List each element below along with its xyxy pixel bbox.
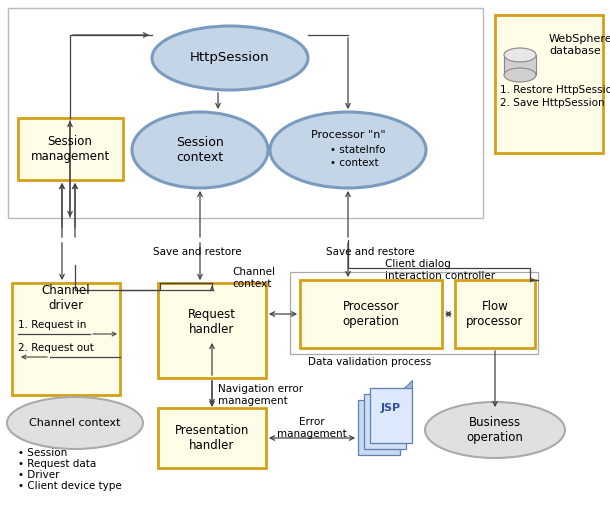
Text: Save and restore: Save and restore <box>326 247 414 257</box>
Text: Client dialog
interaction controller: Client dialog interaction controller <box>385 259 495 281</box>
Text: • context: • context <box>330 158 379 168</box>
FancyBboxPatch shape <box>370 388 412 443</box>
Text: Session
context: Session context <box>176 136 224 164</box>
FancyBboxPatch shape <box>8 8 483 218</box>
FancyBboxPatch shape <box>290 272 538 354</box>
Ellipse shape <box>7 397 143 449</box>
Text: • Session: • Session <box>18 448 67 458</box>
Text: Request
handler: Request handler <box>188 308 236 336</box>
Text: JSP: JSP <box>381 403 401 413</box>
Polygon shape <box>392 392 400 400</box>
Text: WebSphere
database: WebSphere database <box>549 34 610 56</box>
Text: Error
management: Error management <box>277 417 347 439</box>
FancyBboxPatch shape <box>158 283 266 378</box>
Polygon shape <box>398 386 406 394</box>
Text: Presentation
handler: Presentation handler <box>175 424 249 452</box>
FancyBboxPatch shape <box>358 400 400 455</box>
Text: • stateInfo: • stateInfo <box>330 145 386 155</box>
Text: Processor
operation: Processor operation <box>343 300 400 328</box>
Text: Processor "n": Processor "n" <box>310 130 386 140</box>
FancyBboxPatch shape <box>158 408 266 468</box>
Text: Session
management: Session management <box>30 135 110 163</box>
Text: • Request data: • Request data <box>18 459 96 469</box>
Text: 2. Save HttpSession: 2. Save HttpSession <box>500 98 605 108</box>
FancyBboxPatch shape <box>300 280 442 348</box>
Text: Save and restore: Save and restore <box>152 247 242 257</box>
FancyBboxPatch shape <box>12 283 120 395</box>
Ellipse shape <box>504 68 536 82</box>
Text: • Driver: • Driver <box>18 470 60 480</box>
Text: Channel
driver: Channel driver <box>41 284 90 312</box>
FancyBboxPatch shape <box>504 55 536 75</box>
Text: 1. Request in: 1. Request in <box>18 320 87 330</box>
Text: Navigation error
management: Navigation error management <box>218 384 303 406</box>
Text: HttpSession: HttpSession <box>190 52 270 64</box>
Ellipse shape <box>504 48 536 62</box>
FancyBboxPatch shape <box>18 118 123 180</box>
Polygon shape <box>404 380 412 388</box>
Ellipse shape <box>425 402 565 458</box>
Text: 2. Request out: 2. Request out <box>18 343 94 353</box>
Text: Channel context: Channel context <box>29 418 121 428</box>
FancyBboxPatch shape <box>495 15 603 153</box>
Text: Data validation process: Data validation process <box>309 357 432 367</box>
Text: Flow
processor: Flow processor <box>466 300 524 328</box>
Text: Channel
context: Channel context <box>232 267 275 289</box>
Ellipse shape <box>132 112 268 188</box>
Text: 1. Restore HttpSession: 1. Restore HttpSession <box>500 85 610 95</box>
Ellipse shape <box>270 112 426 188</box>
Text: • Client device type: • Client device type <box>18 481 122 491</box>
Text: Business
operation: Business operation <box>467 416 523 444</box>
Ellipse shape <box>152 26 308 90</box>
FancyBboxPatch shape <box>455 280 535 348</box>
FancyBboxPatch shape <box>364 394 406 449</box>
